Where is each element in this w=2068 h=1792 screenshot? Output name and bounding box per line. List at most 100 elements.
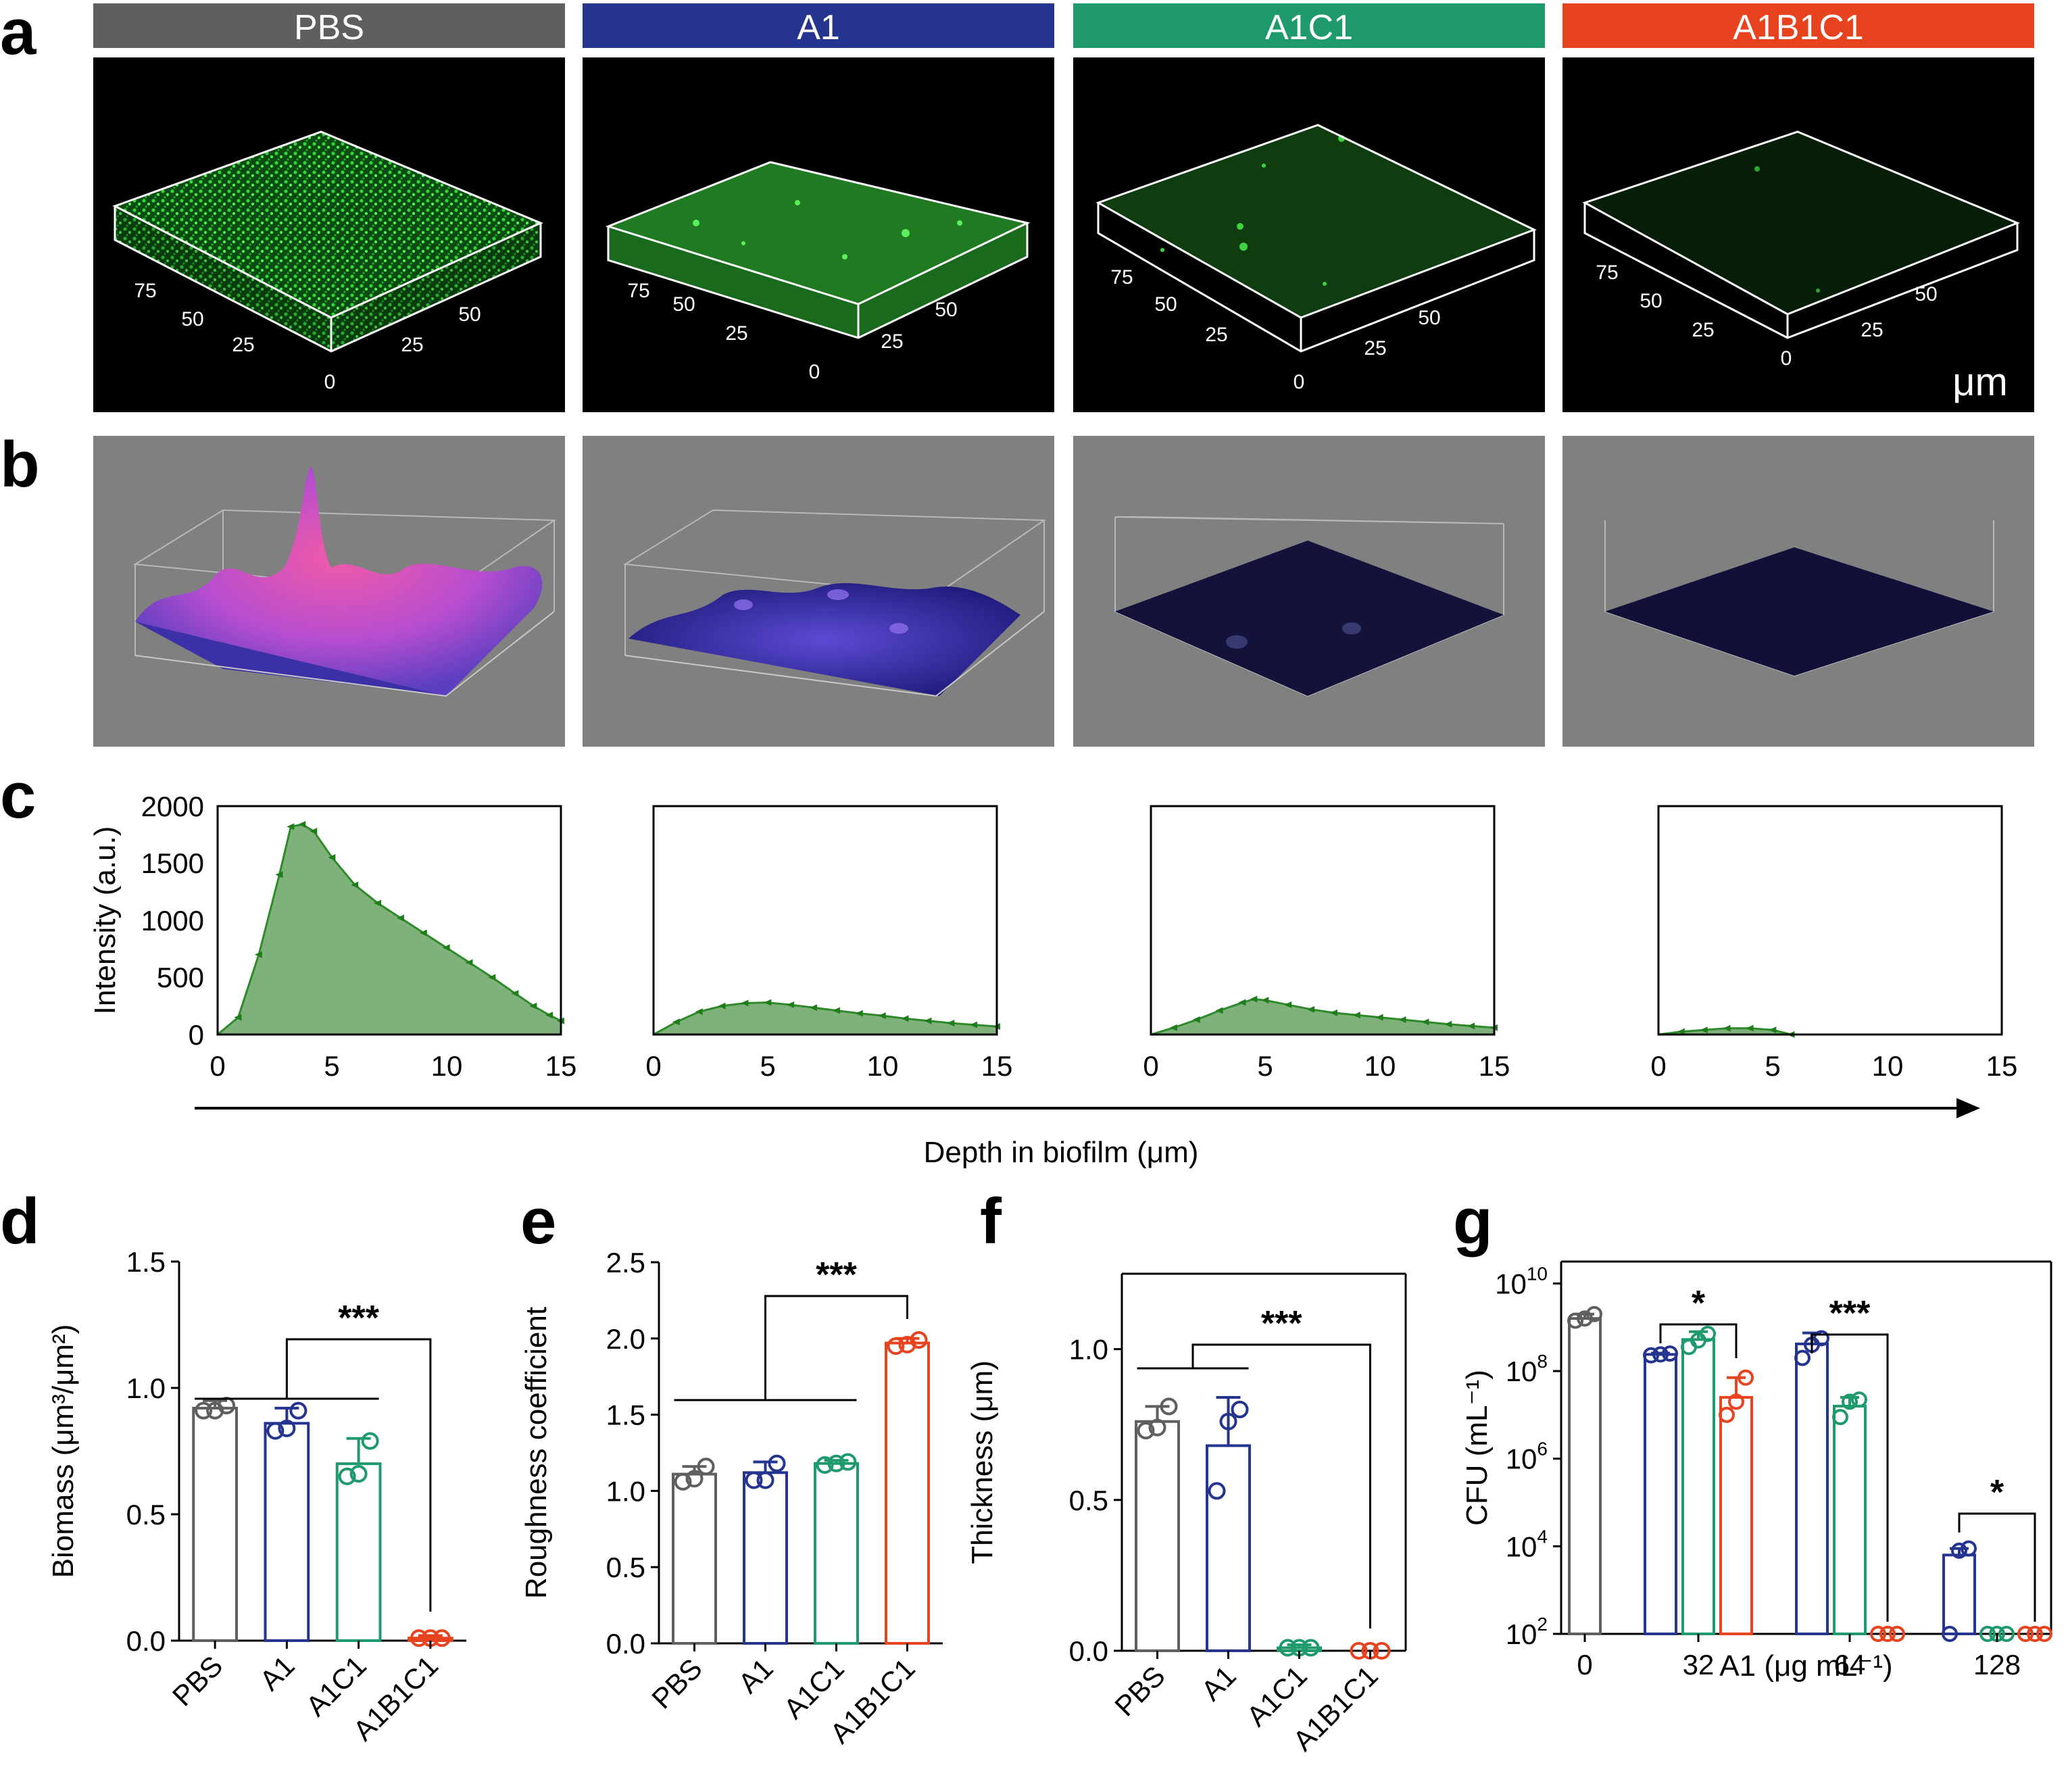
data-point [310,828,318,835]
bar-a1c1 [1277,1646,1322,1652]
data-point [1307,1005,1315,1013]
data-point [488,974,496,981]
data-point [419,929,427,937]
x-tick: 15 [545,1050,577,1082]
y-tick: 0 [189,1019,204,1051]
replicate-point [278,1419,296,1437]
replicate-point [410,1629,428,1647]
y-tick-label: 1.0 [606,1475,645,1507]
replicate-point [1577,1310,1593,1327]
significance-label: *** [1261,1304,1302,1343]
data-point [374,899,382,907]
x-tick: 10 [1364,1050,1396,1082]
header-bar-a1 [583,3,1054,48]
replicate-point [745,1471,763,1489]
bracket-line [764,1295,908,1400]
plot-frame [1657,805,2003,1036]
axis-tick: 75 [134,280,156,302]
replicate-point [2017,1626,2034,1642]
replicate-point [816,1456,834,1474]
data-point [878,1012,886,1020]
replicate-point [349,1465,368,1483]
y-tick-label: 0.5 [126,1499,166,1530]
axis-tick: 50 [672,293,695,316]
x-tick-label: A1 [1195,1660,1242,1707]
panel-label-g: g [1453,1185,1493,1258]
x-tick: 5 [1765,1050,1780,1082]
data-point [1700,1026,1708,1034]
replicate-point [1662,1345,1678,1362]
data-point [764,999,772,1006]
data-point [511,990,519,997]
replicate-point [338,1467,356,1485]
replicate-point [1219,1412,1237,1430]
data-point [1677,1028,1685,1035]
data-point [396,914,404,922]
confocal-a1: 75 50 25 0 25 50 [583,57,1054,412]
axis-tick: 25 [1692,319,1714,341]
y-tick-label: 1.5 [606,1399,645,1431]
x-tick: 5 [324,1050,339,1082]
data-point [695,1008,703,1016]
area-fill-a1c1 [1151,999,1494,1035]
x-tick: 0 [645,1050,661,1082]
x-tick: 15 [1479,1050,1510,1082]
axis-tick: 25 [725,322,747,345]
y-tick: 1000 [141,905,204,937]
header-bar-a1c1 [1073,3,1545,48]
area-fill-pbs [218,824,561,1035]
data-point [254,951,262,958]
data-point [924,1017,932,1024]
header-label-pbs: PBS [294,8,364,47]
axis-tick: 50 [1640,290,1662,312]
y-tick-label: 0.0 [1069,1635,1108,1667]
axis-tick: 50 [1915,283,1937,305]
surface-a1c1 [1073,436,1545,747]
replicate-point [1728,1393,1744,1410]
y-tick-label: 0.0 [606,1628,645,1660]
y-tick: 500 [157,962,204,993]
x-tick: 5 [1257,1050,1273,1082]
bracket-line [1958,1512,2036,1622]
depth-axis-label: Depth in biofilm (μm) [924,1136,1199,1169]
replicate-point [266,1422,285,1440]
data-point [1169,1024,1177,1031]
x-axis-label: A1 (μg mL⁻¹) [1719,1649,1892,1683]
axis-tick: 25 [401,334,423,356]
depth-profile-a1c1: 0 5 10 15 [1143,805,1510,1082]
x-tick-label: A1 [732,1652,779,1699]
data-point [1723,1024,1731,1032]
data-point [1421,1018,1429,1026]
replicate-point [1813,1330,1829,1347]
replicate-point [1942,1626,1958,1642]
y-tick-label: 106 [1506,1439,1548,1475]
bar-a1 [1206,1444,1251,1652]
x-tick: 15 [1986,1050,2018,1082]
panel-label-b: b [0,428,40,501]
data-point [1261,997,1269,1004]
replicate-point [2036,1626,2052,1642]
replicate-point [1951,1542,1967,1559]
data-point [787,1001,795,1009]
data-point [1444,1020,1452,1028]
surface-a1 [583,436,1054,747]
replicate-point [1870,1626,1886,1642]
data-point [1467,1022,1475,1030]
bracket-line [285,1338,432,1612]
x-tick: 10 [867,1050,899,1082]
y-tick-label: 102 [1506,1614,1548,1650]
replicate-point [1302,1639,1320,1657]
replicate-point [1231,1400,1249,1418]
axis-tick: 50 [458,303,481,326]
replicate-point [1567,1312,1583,1329]
axis-tick: 25 [1861,319,1883,341]
y-tick-label: 1.5 [126,1246,166,1278]
replicate-point [1208,1482,1226,1500]
surface-a1b1c1 [1562,436,2034,747]
replicate-point [1979,1626,1996,1642]
axis-tick: 75 [1110,266,1133,289]
depth-profile-a1: 0 5 10 15 [645,805,1012,1082]
x-tick: 10 [431,1050,463,1082]
replicate-point [1738,1369,1754,1386]
